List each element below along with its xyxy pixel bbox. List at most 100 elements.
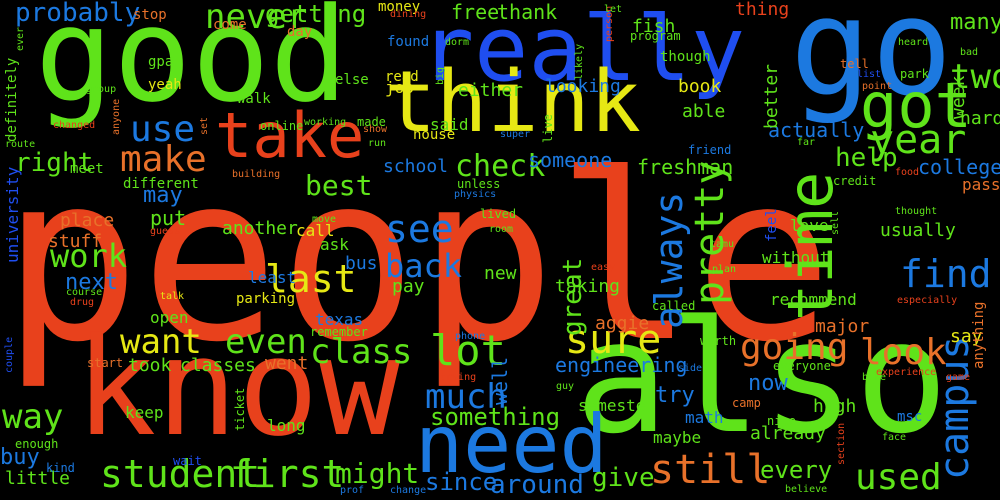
word-actually: actually bbox=[768, 118, 865, 142]
word-list: list bbox=[857, 69, 882, 80]
word-right: right bbox=[15, 148, 94, 178]
word-keep: keep bbox=[125, 403, 164, 422]
word-school: school bbox=[383, 156, 449, 177]
word-without: without bbox=[762, 248, 830, 267]
word-money: money bbox=[378, 0, 421, 15]
word-see: see bbox=[385, 207, 454, 251]
word-dorm: dorm bbox=[445, 37, 470, 48]
word-another: another bbox=[222, 218, 298, 239]
word-unless: unless bbox=[457, 177, 501, 191]
word-sure: sure bbox=[565, 317, 662, 363]
word-trying: trying bbox=[440, 372, 477, 383]
word-work: work bbox=[50, 237, 128, 275]
word-believe: believe bbox=[785, 484, 828, 495]
word-least: least bbox=[248, 268, 297, 287]
word-face: face bbox=[882, 432, 907, 443]
word-math: math bbox=[685, 408, 724, 427]
word-use: use bbox=[130, 109, 196, 150]
word-couple: couple bbox=[4, 336, 15, 373]
word-changed: changed bbox=[53, 120, 96, 131]
word-love: love bbox=[790, 216, 829, 235]
word-new: new bbox=[484, 263, 517, 284]
word-pay: pay bbox=[392, 276, 425, 297]
word-super: super bbox=[500, 129, 531, 140]
word-building: building bbox=[232, 169, 281, 180]
word-look: look bbox=[860, 332, 947, 373]
word-people: people bbox=[2, 126, 833, 393]
word-credit: credit bbox=[833, 174, 877, 188]
word-plan: plan bbox=[712, 264, 737, 275]
word-many: many bbox=[950, 10, 1000, 35]
word-heard: heard bbox=[898, 37, 929, 48]
word-though: though bbox=[660, 49, 711, 65]
word-physics: physics bbox=[454, 189, 497, 200]
word-change: change bbox=[390, 485, 427, 496]
word-might: might bbox=[335, 457, 420, 490]
word-take: take bbox=[215, 99, 365, 172]
word-route: route bbox=[5, 139, 36, 150]
word-since: since bbox=[425, 468, 498, 496]
word-run: run bbox=[368, 138, 387, 149]
word-going: going bbox=[740, 327, 849, 368]
word-put: put bbox=[150, 206, 187, 230]
word-first: first bbox=[230, 452, 345, 496]
word-university: university bbox=[3, 166, 22, 263]
word-live: live bbox=[541, 114, 555, 143]
word-also: also bbox=[575, 287, 949, 468]
word-sell: sell bbox=[830, 210, 841, 235]
word-never: never bbox=[205, 0, 308, 37]
word-week: week bbox=[948, 75, 969, 119]
word-much: much bbox=[425, 377, 507, 417]
word-stuff: stuff bbox=[48, 231, 103, 252]
word-read: read bbox=[385, 69, 419, 85]
word-come: come bbox=[213, 17, 247, 33]
word-still: still bbox=[650, 447, 771, 493]
word-dining: dining bbox=[390, 9, 427, 20]
word-big: big bbox=[435, 66, 446, 85]
word-pass: pass bbox=[962, 175, 1000, 194]
word-year: year bbox=[870, 117, 967, 163]
word-kind: kind bbox=[46, 461, 75, 475]
word-call: call bbox=[296, 221, 335, 240]
word-talk: talk bbox=[160, 291, 185, 302]
word-easy: easy bbox=[591, 262, 616, 273]
word-taking: taking bbox=[555, 276, 621, 297]
word-getting: getting bbox=[265, 0, 367, 28]
word-probably: probably bbox=[15, 0, 141, 28]
word-definitely: definitely bbox=[4, 57, 20, 142]
word-ask: ask bbox=[320, 235, 349, 254]
word-likely: likely bbox=[574, 43, 585, 80]
word-move: move bbox=[312, 214, 337, 225]
word-around: around bbox=[490, 470, 584, 500]
word-think: think bbox=[385, 53, 641, 152]
word-place: place bbox=[60, 210, 115, 231]
word-experience: experience bbox=[876, 367, 937, 378]
word-lived: lived bbox=[480, 207, 517, 221]
word-yeah: yeah bbox=[148, 77, 182, 93]
word-little: little bbox=[5, 468, 71, 489]
word-high: high bbox=[813, 396, 857, 417]
word-something: something bbox=[430, 403, 561, 431]
word-usually: usually bbox=[880, 220, 956, 241]
word-different: different bbox=[123, 176, 199, 192]
word-buy: buy bbox=[0, 445, 40, 470]
word-next: next bbox=[65, 270, 118, 295]
word-prof: prof bbox=[340, 485, 365, 496]
word-already: already bbox=[750, 423, 826, 444]
word-texas: texas bbox=[315, 310, 364, 329]
word-made: made bbox=[357, 115, 386, 129]
word-open: open bbox=[150, 308, 189, 327]
word-classes: classes bbox=[180, 355, 256, 376]
word-back: back bbox=[385, 247, 463, 285]
word-anything: anything bbox=[971, 301, 987, 369]
word-guy: guy bbox=[556, 381, 575, 392]
word-really: really bbox=[420, 0, 746, 102]
word-want: want bbox=[120, 322, 202, 362]
word-student: student bbox=[100, 452, 261, 496]
word-parking: parking bbox=[236, 291, 296, 307]
word-room: room bbox=[489, 224, 514, 235]
word-thing: thing bbox=[735, 0, 790, 20]
word-maybe: maybe bbox=[653, 428, 702, 447]
word-park: park bbox=[900, 67, 929, 81]
word-looking: looking bbox=[545, 76, 621, 97]
